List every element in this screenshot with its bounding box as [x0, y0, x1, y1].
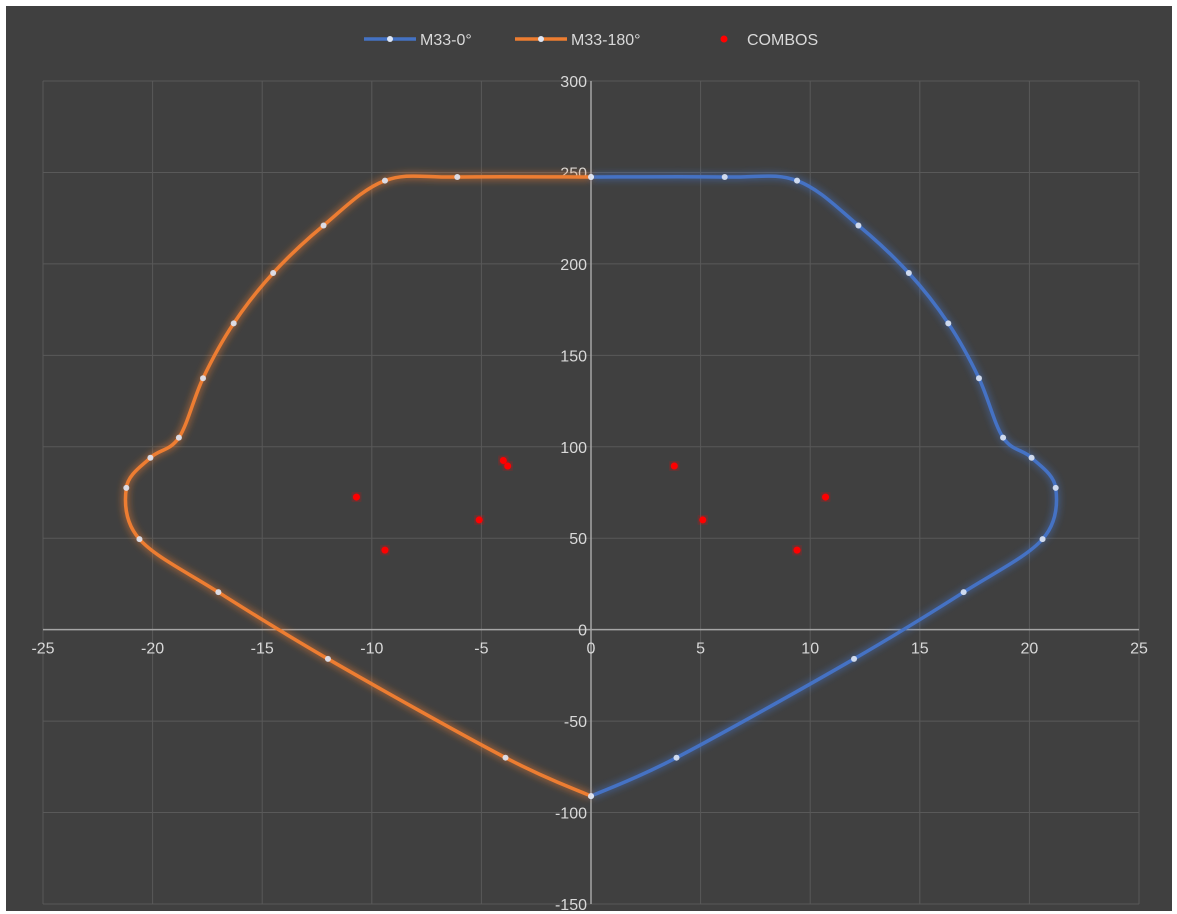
combo-point — [822, 493, 830, 501]
y-tick-label: 200 — [560, 257, 587, 274]
data-point — [1000, 434, 1007, 441]
y-tick-label: 300 — [560, 74, 587, 91]
legend-label: M33-0° — [420, 32, 472, 49]
x-tick-label: -5 — [474, 641, 488, 658]
legend-entry: M33-180° — [515, 32, 641, 49]
series-line — [590, 174, 1059, 798]
y-tick-label: -150 — [555, 897, 587, 911]
data-point — [673, 754, 680, 761]
y-tick-label: 0 — [578, 623, 587, 640]
legend-entry: M33-0° — [364, 32, 472, 49]
data-point — [175, 434, 182, 441]
legend-entry: COMBOS — [720, 32, 818, 49]
combo-point — [699, 516, 707, 524]
legend-marker — [538, 36, 544, 42]
legend-label: M33-180° — [571, 32, 641, 49]
legend-label: COMBOS — [747, 32, 818, 49]
data-point — [905, 270, 912, 277]
data-point — [975, 375, 982, 382]
data-point — [1028, 454, 1035, 461]
series-COMBOS — [352, 456, 830, 554]
data-point — [454, 174, 461, 181]
x-tick-label: 5 — [696, 641, 705, 658]
combo-point — [381, 546, 389, 554]
data-point — [588, 793, 594, 800]
data-point — [502, 754, 509, 761]
data-point — [794, 177, 801, 184]
combo-point — [670, 462, 678, 470]
x-tick-label: 10 — [801, 641, 819, 658]
data-point — [200, 375, 207, 382]
data-point — [721, 174, 728, 181]
combo-point — [475, 516, 483, 524]
series-layer — [123, 174, 1059, 800]
data-point — [381, 177, 388, 184]
data-point — [270, 270, 277, 277]
data-point — [851, 655, 858, 662]
series-line — [123, 174, 592, 798]
combo-point — [352, 493, 360, 501]
y-tick-label: 150 — [560, 348, 587, 365]
data-point — [1039, 536, 1046, 543]
x-tick-label: 25 — [1130, 641, 1148, 658]
data-point — [136, 536, 143, 543]
x-tick-label: -15 — [251, 641, 274, 658]
x-tick-label: -20 — [141, 641, 164, 658]
chart-svg: -25 -20 -15 -10 -5 0 5 10 15 20 25-150-100-5005010… — [31, 32, 1148, 911]
axis-layer: -25 -20 -15 -10 -5 0 5 10 15 20 25-150-100-5005010… — [31, 74, 1148, 911]
data-point — [945, 320, 952, 327]
data-point — [960, 589, 967, 596]
data-point — [123, 484, 130, 491]
legend: M33-0° M33-180° COMBOS — [364, 32, 818, 49]
y-tick-label: 250 — [560, 165, 587, 182]
data-point — [147, 454, 154, 461]
y-tick-label: 100 — [560, 440, 587, 457]
combo-point — [504, 462, 512, 470]
data-point — [1052, 484, 1059, 491]
combo-point — [499, 456, 507, 464]
legend-marker — [387, 36, 393, 42]
series-M33-0° — [588, 174, 1059, 800]
data-point — [320, 222, 327, 229]
x-tick-label: 0 — [587, 641, 596, 658]
combo-point — [793, 546, 801, 554]
data-point — [588, 174, 594, 181]
x-tick-label: -10 — [360, 641, 383, 658]
y-tick-label: -100 — [555, 806, 587, 823]
y-tick-label: -50 — [564, 714, 587, 731]
legend-marker — [720, 35, 728, 43]
data-point — [324, 655, 331, 662]
chart-area: -25 -20 -15 -10 -5 0 5 10 15 20 25 -150 -100 -50 0 50 10… — [6, 6, 1172, 911]
series-M33-180° — [123, 174, 594, 800]
x-tick-label: -25 — [31, 641, 54, 658]
x-tick-label: 20 — [1021, 641, 1039, 658]
x-tick-label: 15 — [911, 641, 929, 658]
data-point — [230, 320, 237, 327]
data-point — [855, 222, 862, 229]
y-tick-label: 50 — [569, 531, 587, 548]
data-point — [215, 589, 222, 596]
